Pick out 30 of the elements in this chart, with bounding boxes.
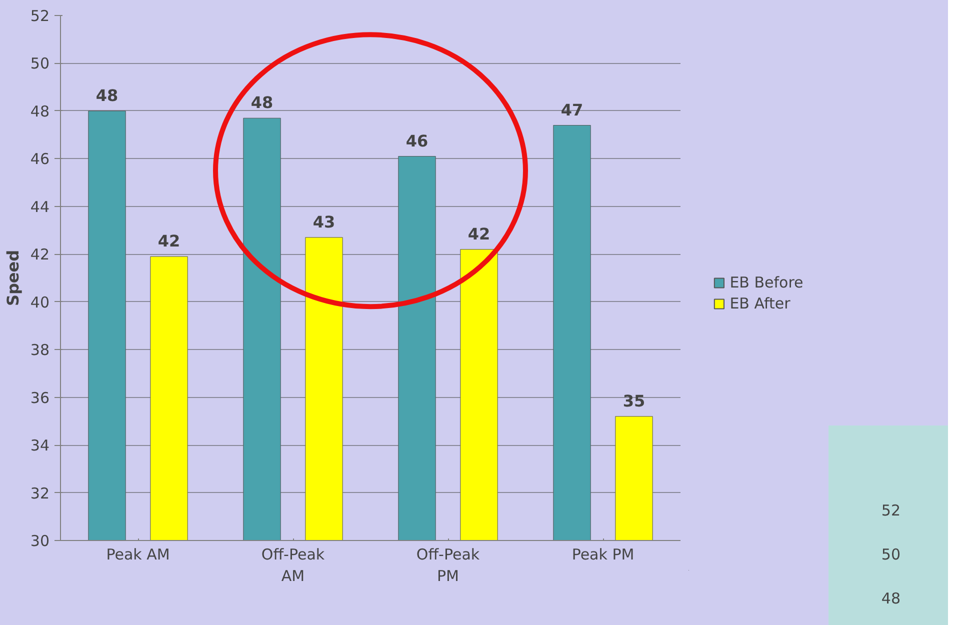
y-tick-label: 46 [30, 150, 50, 168]
y-axis-title: Speed [3, 250, 22, 306]
x-tick-label: Peak PM [572, 546, 634, 564]
y-tick-label: 42 [30, 246, 50, 264]
data-label: 48 [96, 86, 118, 105]
data-label: 43 [312, 212, 336, 232]
y-tick-label: 44 [30, 198, 50, 216]
data-label: 47 [560, 100, 584, 120]
y-tick-label: 40 [30, 293, 50, 312]
x-tick-label: Off-Peak AM [261, 546, 325, 586]
x-tick-label: Peak AM [106, 546, 170, 564]
legend-label: EB Before [730, 273, 804, 291]
data-label: 46 [406, 131, 428, 150]
y-tick-label: 48 [30, 102, 50, 120]
data-label: 42 [468, 224, 490, 244]
text: 50 [881, 546, 901, 564]
data-label: 35 [622, 391, 646, 410]
text: 48 [881, 590, 901, 608]
y-tick-label: 36 [30, 388, 50, 407]
legend-label: EB After [730, 294, 790, 312]
y-tick-label: 32 [30, 484, 50, 502]
y-tick-label: 52 [30, 7, 50, 25]
y-tick-label: 30 [30, 532, 50, 550]
text: 52 [881, 502, 901, 520]
data-label: 42 [158, 232, 180, 251]
y-tick-label: 34 [30, 436, 50, 455]
y-tick-label: 50 [30, 54, 50, 73]
y-tick-label: 38 [30, 341, 50, 360]
x-tick-label: Off-Peak PM [416, 546, 480, 586]
data-label: 48 [250, 93, 274, 112]
